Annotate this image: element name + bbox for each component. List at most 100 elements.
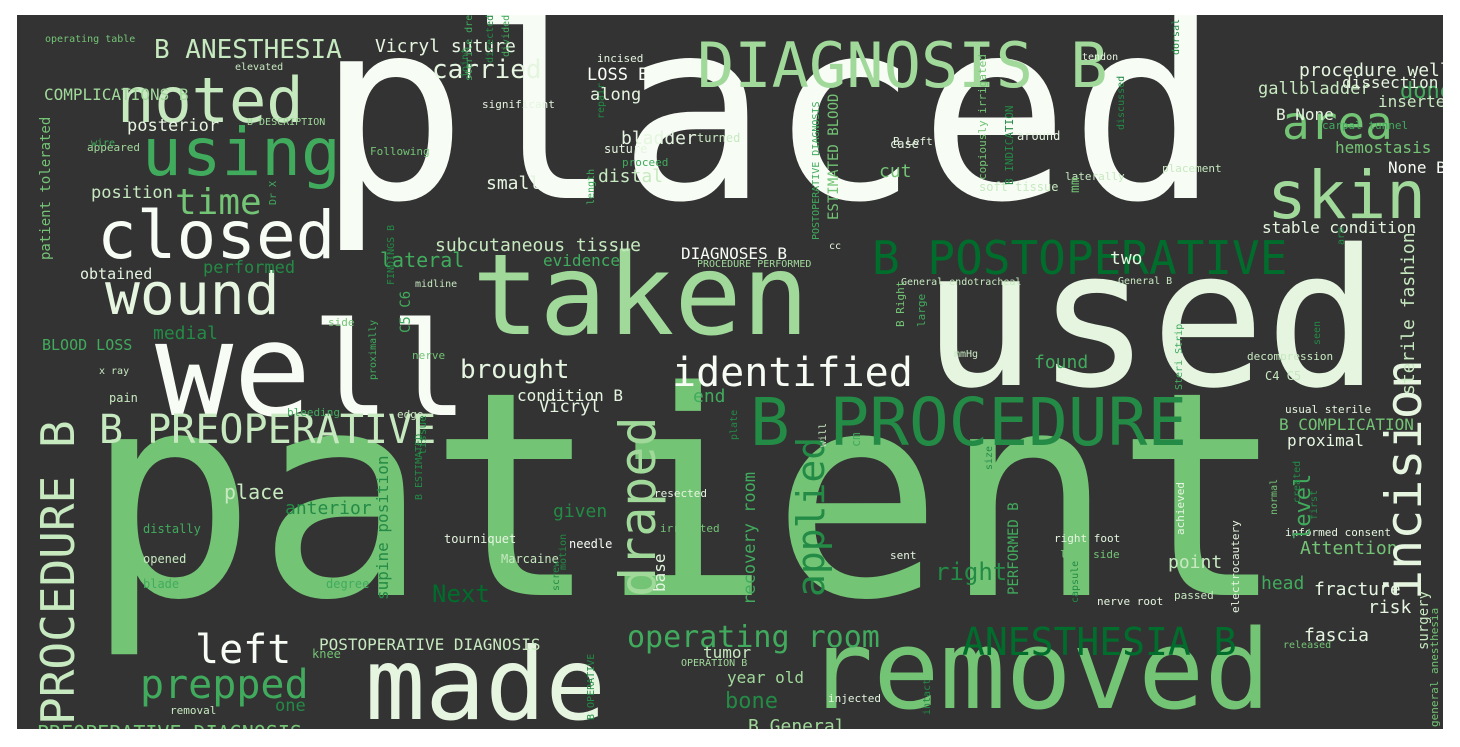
- cloud-word: mmHg: [954, 349, 979, 360]
- cloud-word: skin: [1267, 157, 1426, 234]
- cloud-word: one: [275, 696, 306, 716]
- cloud-word: around: [1017, 129, 1061, 143]
- cloud-word: area: [1282, 96, 1393, 150]
- cloud-word: wire: [91, 138, 116, 149]
- cloud-word: irrigated: [660, 522, 720, 535]
- cloud-word: right foot: [1054, 532, 1121, 545]
- cloud-word: point: [1168, 552, 1223, 573]
- cloud-word: soft tissue: [979, 180, 1059, 194]
- cloud-word: Next: [432, 580, 490, 608]
- cloud-word: significant: [482, 98, 555, 111]
- cloud-word: position: [91, 183, 173, 203]
- cloud-word: PROCEDURE PERFORMED: [697, 259, 812, 270]
- cloud-word: PREOPERATIVE DIAGNOSIS: [37, 723, 302, 729]
- cloud-word: distally: [143, 522, 201, 536]
- cloud-word: seen: [1312, 320, 1323, 345]
- cloud-word: year old: [727, 668, 805, 687]
- cloud-word: performed: [203, 258, 296, 278]
- cloud-word: using: [142, 114, 341, 191]
- cloud-word: stable condition: [1262, 218, 1417, 237]
- cloud-word: time: [175, 182, 262, 223]
- cloud-word: side: [328, 316, 355, 329]
- cloud-word: cm: [849, 432, 863, 447]
- cloud-word: wound: [105, 260, 280, 328]
- cloud-word: midline: [415, 279, 458, 290]
- cloud-word: pain: [109, 391, 138, 405]
- cloud-word: length: [586, 168, 597, 205]
- cloud-word: incised: [597, 52, 644, 65]
- cloud-word: obtained: [80, 265, 153, 283]
- cloud-word: used: [922, 209, 1380, 430]
- cloud-word: created: [1292, 460, 1303, 503]
- cloud-word: PERFORMED B: [1006, 502, 1022, 595]
- cloud-word: blade: [143, 577, 180, 591]
- cloud-word: directed: [485, 15, 496, 63]
- cloud-word: condition B: [517, 386, 623, 405]
- cloud-word: small: [486, 173, 541, 194]
- cloud-word: released: [1283, 640, 1332, 651]
- cloud-word: anterior: [285, 498, 372, 519]
- cloud-word: General endotracheal: [901, 277, 1022, 288]
- cloud-word: fracture: [1314, 579, 1401, 600]
- cloud-word: x ray: [99, 366, 130, 377]
- cloud-word: made: [365, 626, 606, 730]
- cloud-word: elevated: [235, 62, 284, 73]
- cloud-word: placement: [1162, 162, 1222, 175]
- cloud-word: plate: [729, 409, 740, 440]
- cloud-word: mm: [1068, 177, 1083, 193]
- cloud-word: removed: [807, 606, 1271, 729]
- cloud-word: opened: [143, 552, 187, 566]
- cloud-word: left side: [1060, 548, 1120, 561]
- cloud-word: Attention: [1300, 538, 1398, 559]
- cloud-word: tumor: [703, 643, 752, 662]
- cloud-word: usual sterile: [1285, 403, 1372, 416]
- cloud-word: capsule: [1070, 560, 1081, 603]
- cloud-word: B OPERATIVE: [586, 653, 597, 720]
- cloud-word: needle: [569, 537, 613, 551]
- cloud-word: arm: [1336, 226, 1347, 245]
- cloud-word: B None: [1276, 105, 1334, 124]
- cloud-word: left: [195, 627, 292, 673]
- cloud-word: removal: [170, 704, 217, 717]
- cloud-word: right: [935, 558, 1008, 586]
- cloud-word: Following: [370, 145, 430, 158]
- cloud-word: POSTOPERATIVE DIAGNOSIS: [319, 635, 541, 654]
- cloud-word: taken: [472, 231, 810, 361]
- cloud-word: injected: [828, 692, 881, 705]
- cloud-word: applied: [789, 436, 833, 597]
- cloud-word: large: [915, 293, 928, 327]
- cloud-word: proximally: [368, 319, 379, 380]
- cloud-word: medial: [153, 323, 219, 344]
- cloud-word: B COMPLICATION: [1279, 415, 1414, 434]
- cloud-word: suture: [604, 142, 648, 156]
- cloud-word: B DESCRIPTION: [247, 117, 326, 128]
- cloud-word: appeared: [87, 141, 140, 154]
- cloud-word: B Left: [893, 135, 933, 148]
- cloud-word: patient: [85, 331, 1287, 663]
- cloud-word: DIAGNOSES B: [681, 244, 787, 263]
- cloud-word: inserted: [1378, 92, 1443, 111]
- cloud-word: posterior: [127, 116, 220, 136]
- word-cloud-canvas: placed patient used well taken made removed DIA…: [17, 15, 1443, 729]
- cloud-word: noted: [117, 64, 304, 137]
- cloud-word: intact: [922, 678, 933, 715]
- cloud-word: copiously irrigated: [976, 54, 989, 180]
- cloud-word: well: [155, 294, 469, 446]
- cloud-word: gallbladder: [1258, 79, 1371, 99]
- cloud-word: given: [553, 501, 608, 522]
- cloud-word: BLOOD LOSS: [42, 336, 133, 354]
- cloud-word: POSTOPERATIVE DIAGNOSIS: [811, 101, 822, 240]
- cloud-word: turned: [697, 131, 741, 145]
- cloud-word: B ANESTHESIA: [154, 35, 342, 65]
- cloud-word: PROCEDURE B: [31, 420, 85, 725]
- cloud-word: first: [1309, 489, 1320, 520]
- cloud-word: risk: [1368, 597, 1412, 618]
- cloud-word: done: [1400, 79, 1443, 104]
- cloud-word: Vicryl: [539, 397, 601, 417]
- cloud-word: None B: [1388, 158, 1443, 177]
- cloud-word: patient tolerated: [38, 116, 54, 260]
- cloud-word: end: [693, 386, 726, 407]
- cloud-word: achieved: [1174, 482, 1187, 535]
- cloud-word: screw: [551, 560, 562, 591]
- cloud-word: dorsal: [1171, 18, 1182, 55]
